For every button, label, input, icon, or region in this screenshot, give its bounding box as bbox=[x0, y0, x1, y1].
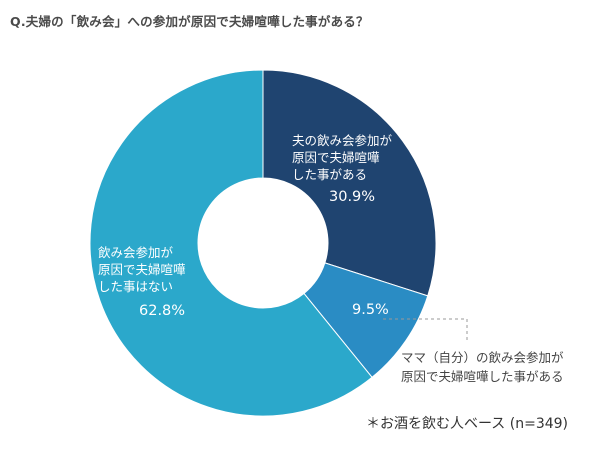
donut-slice-husband bbox=[262, 69, 437, 297]
slice-value-husband: 30.9% bbox=[329, 189, 376, 205]
callout-label-self: ママ（自分）の飲み会参加が 原因で夫婦喧嘩した事がある bbox=[401, 350, 564, 384]
donut-slice-none bbox=[89, 69, 373, 417]
slice-label-husband: 夫の飲み会参加が 原因で夫婦喧嘩 した事がある bbox=[292, 133, 393, 182]
slice-value-self: 9.5% bbox=[352, 302, 389, 318]
question-title: Q.夫婦の「飲み会」への参加が原因で夫婦喧嘩した事がある？ bbox=[10, 14, 369, 29]
slice-value-none: 62.8% bbox=[139, 303, 186, 319]
sample-footnote: ＊お酒を飲む人ベース (n=349) bbox=[366, 416, 568, 432]
donut-slices bbox=[89, 69, 437, 417]
slice-label-none: 飲み会参加が 原因で夫婦喧嘩 した事はない bbox=[98, 245, 186, 294]
